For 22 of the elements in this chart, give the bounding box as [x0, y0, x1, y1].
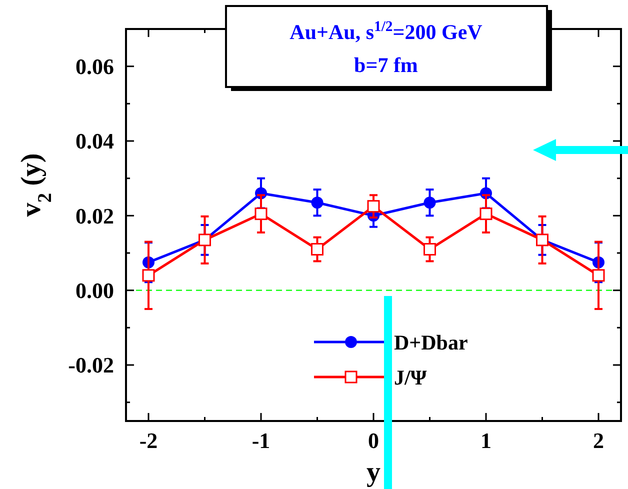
x-tick-label: 2: [593, 428, 604, 453]
x-tick-label: -2: [139, 428, 158, 453]
y-tick-label: 0.00: [76, 278, 114, 304]
point: [311, 243, 324, 256]
text: b=7 fm: [354, 53, 418, 77]
x-tick-label: 1: [480, 428, 492, 453]
point: [424, 196, 436, 209]
point: [311, 196, 324, 209]
y-tick-label: 0.04: [76, 128, 114, 154]
x-tick-label: -1: [252, 428, 270, 453]
legend-label: D+Dbar: [394, 330, 468, 354]
legend-label: J/Ψ: [394, 365, 428, 390]
point: [142, 269, 155, 282]
chart-title: Au+Au, s$^{1/2}$=200 GeV: [290, 19, 482, 44]
x-tick-label: 0: [368, 428, 379, 453]
y-tick-label: 0.02: [76, 203, 114, 228]
point: [367, 200, 380, 213]
point: [592, 269, 605, 282]
y-tick-label: 0.06: [76, 54, 114, 80]
y-tick-label: -0.02: [68, 352, 114, 378]
point: [424, 243, 436, 256]
x-axis-title: y: [366, 457, 380, 488]
